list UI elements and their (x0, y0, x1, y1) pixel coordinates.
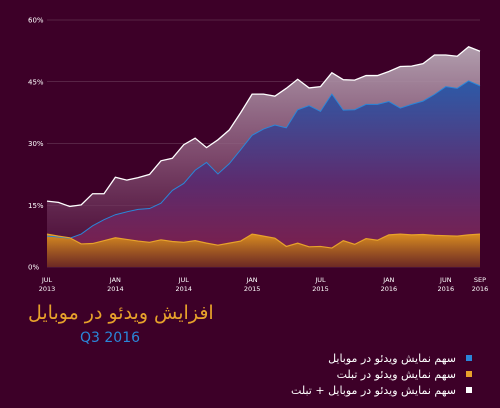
y-tick-label: 30% (28, 140, 44, 148)
x-tick-label: 2016 (472, 285, 489, 293)
x-tick-label: JUL (41, 276, 53, 284)
x-tick-label: 2013 (39, 285, 56, 293)
x-tick-label: JAN (246, 276, 258, 284)
x-tick-label: JAN (109, 276, 121, 284)
y-axis-ticks: 0% 15% 30% 45% 60% (28, 17, 44, 272)
x-tick-label: JUN (439, 276, 452, 284)
series-line-mobile (46, 80, 481, 239)
series-areas (46, 46, 481, 268)
x-tick-label: JUL (178, 276, 190, 284)
x-tick-label: SEP (474, 276, 486, 284)
x-tick-label: 2014 (107, 285, 124, 293)
legend-label: سهم نمایش ویدئو در تبلت (336, 367, 456, 381)
x-tick-label: 2015 (244, 285, 261, 293)
legend-swatch-tablet (466, 371, 472, 377)
chart-title: افزایش ویدئو در موبایل (28, 302, 214, 324)
y-tick-label: 45% (28, 78, 44, 86)
legend-item-combined: سهم نمایش ویدئو در موبایل + تبلت (212, 383, 472, 397)
legend-item-tablet: سهم نمایش ویدئو در تبلت (212, 367, 472, 381)
legend-swatch-combined (466, 387, 472, 393)
legend-swatch-mobile (466, 355, 472, 361)
x-tick-label: JUL (314, 276, 326, 284)
legend-label: سهم نمایش ویدئو در موبایل + تبلت (291, 383, 456, 397)
series-area-tablet (47, 234, 480, 267)
y-tick-label: 0% (28, 264, 39, 272)
x-tick-label: 2016 (381, 285, 398, 293)
x-tick-label: 2016 (438, 285, 455, 293)
x-tick-label: 2014 (175, 285, 192, 293)
series-line-tablet (46, 233, 481, 249)
series-line-combined (46, 46, 481, 208)
y-tick-label: 15% (28, 202, 44, 210)
chart-subtitle: Q3 2016 (80, 330, 141, 346)
y-tick-label: 60% (28, 17, 44, 25)
x-tick-label: JAN (382, 276, 394, 284)
legend-label: سهم نمایش ویدئو در موبایل (328, 351, 456, 365)
x-axis-ticks: JUL2013JAN2014JUL2014JAN2015JUL2015JAN20… (39, 276, 489, 293)
series-area-mobile (47, 80, 480, 268)
legend-item-mobile: سهم نمایش ویدئو در موبایل (212, 351, 472, 365)
legend: سهم نمایش ویدئو در موبایل سهم نمایش ویدئ… (212, 351, 472, 399)
x-tick-label: 2015 (312, 285, 329, 293)
area-chart: 0%15%30%45%60% JUL2013JAN2014JUL2014JAN2… (28, 17, 489, 294)
